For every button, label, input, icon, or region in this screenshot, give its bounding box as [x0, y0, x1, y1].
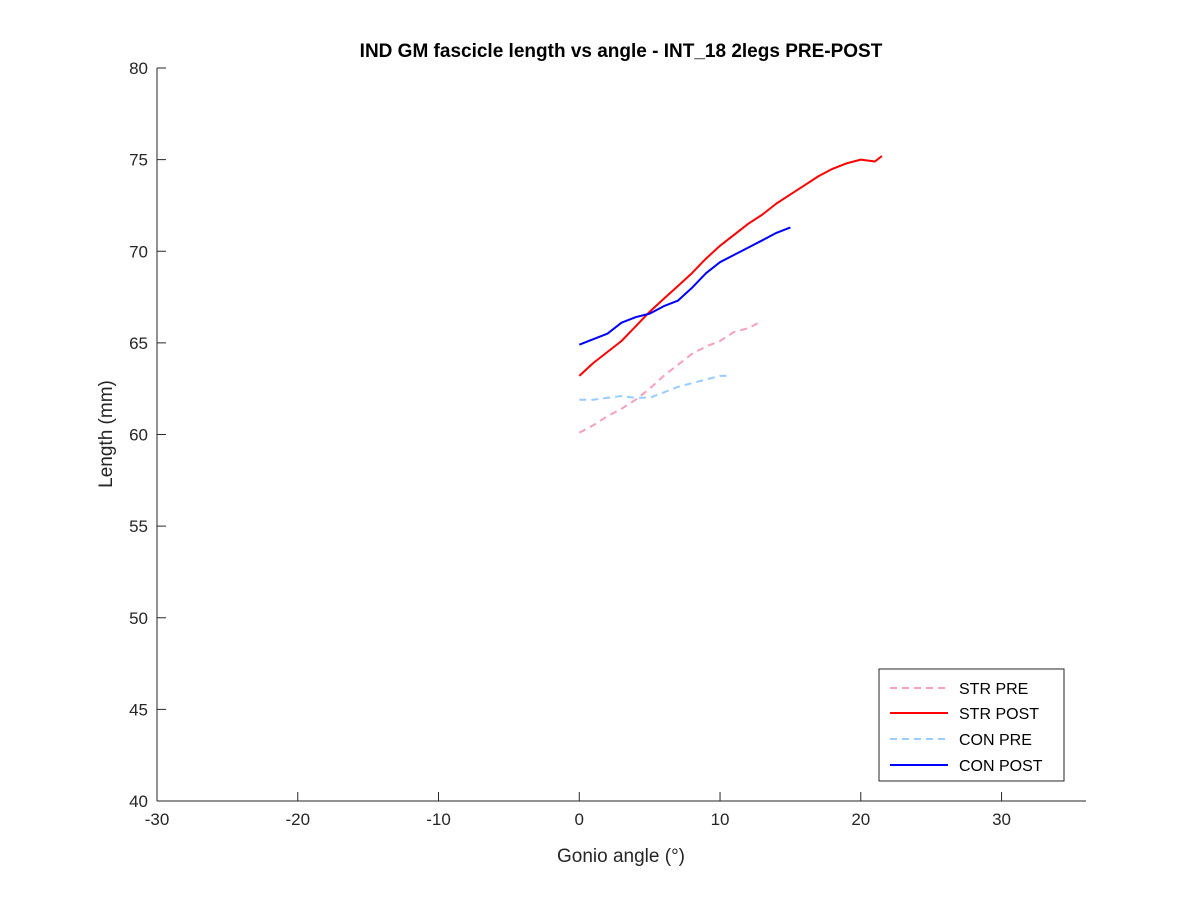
x-tick-label: -30 — [145, 810, 170, 829]
y-tick-label: 55 — [129, 517, 148, 536]
y-axis-label: Length (mm) — [96, 380, 117, 488]
legend-label-con-pre: CON PRE — [959, 732, 1032, 749]
legend: STR PRE STR POST CON PRE CON POST — [878, 668, 1065, 782]
y-tick-label: 50 — [129, 609, 148, 628]
x-axis-label: Gonio angle (°) — [557, 846, 685, 867]
series-line-str-pre — [578, 320, 763, 434]
x-tick-label: 20 — [851, 810, 870, 829]
y-tick-label: 75 — [129, 151, 148, 170]
legend-box — [878, 668, 1065, 782]
x-tick-label: 10 — [711, 810, 730, 829]
legend-label-str-pre: STR PRE — [959, 681, 1028, 698]
y-axis-ticks: 40 45 50 55 60 65 70 75 80 — [129, 59, 166, 811]
y-tick-label: 40 — [129, 792, 148, 811]
y-tick-label: 70 — [129, 242, 148, 261]
y-tick-label: 60 — [129, 426, 148, 445]
x-tick-label: 0 — [575, 810, 584, 829]
series-layer — [578, 155, 883, 434]
series-line-str-post — [578, 155, 883, 377]
x-tick-label: -20 — [285, 810, 310, 829]
chart-title: IND GM fascicle length vs angle - INT_18… — [360, 41, 883, 62]
y-tick-label: 65 — [129, 334, 148, 353]
legend-label-str-post: STR POST — [959, 706, 1039, 723]
x-tick-label: -10 — [426, 810, 451, 829]
y-tick-label: 45 — [129, 700, 148, 719]
x-axis-ticks: -30 -20 -10 0 10 20 30 — [145, 792, 1011, 829]
legend-label-con-post: CON POST — [959, 758, 1043, 775]
series-line-con-post — [578, 226, 791, 346]
y-tick-label: 80 — [129, 59, 148, 78]
series-line-con-pre — [579, 374, 728, 401]
x-tick-label: 30 — [992, 810, 1011, 829]
